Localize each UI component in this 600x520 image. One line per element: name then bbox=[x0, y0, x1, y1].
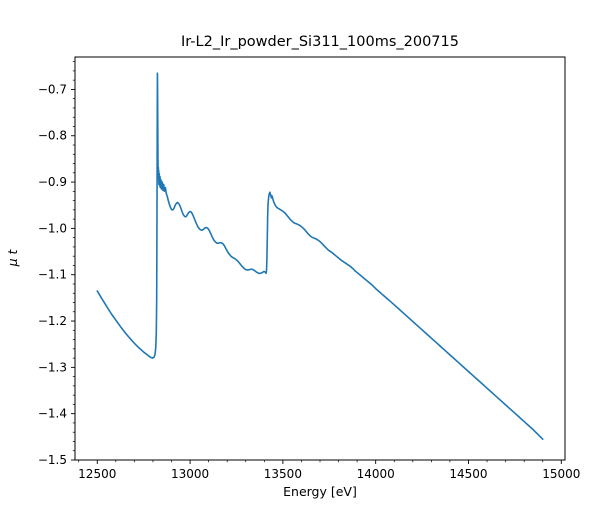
major-ticks bbox=[71, 88, 562, 464]
y-tick-label: −0.8 bbox=[38, 129, 67, 143]
plot-border bbox=[74, 56, 566, 461]
minor-ticks bbox=[72, 61, 544, 463]
y-tick-label: −1.1 bbox=[38, 268, 67, 282]
tick-labels: 12500 13000 13500 14000 14500 15000 −0.7 −0.8 −0… bbox=[38, 82, 581, 481]
chart-title: Ir-L2_Ir_powder_Si311_100ms_200715 bbox=[181, 34, 459, 50]
x-axis-label: Energy [eV] bbox=[283, 484, 357, 499]
y-tick-label: −0.9 bbox=[38, 175, 67, 189]
x-tick-label: 13000 bbox=[171, 467, 209, 481]
x-tick-label: 15000 bbox=[542, 467, 580, 481]
x-tick-label: 12500 bbox=[78, 467, 116, 481]
y-tick-label: −1.3 bbox=[38, 360, 67, 374]
y-axis-label: μ t bbox=[5, 248, 20, 267]
y-tick-label: −1.5 bbox=[38, 453, 67, 467]
y-tick-label: −1.4 bbox=[38, 407, 67, 421]
spectrum-line bbox=[96, 72, 544, 440]
y-tick-label: −1.0 bbox=[38, 221, 67, 235]
x-tick-label: 14000 bbox=[357, 467, 395, 481]
axes-spines bbox=[74, 56, 566, 461]
x-tick-label: 14500 bbox=[449, 467, 487, 481]
y-tick-label: −1.2 bbox=[38, 314, 67, 328]
x-tick-label: 13500 bbox=[264, 467, 302, 481]
y-tick-label: −0.7 bbox=[38, 82, 67, 96]
data-series bbox=[96, 72, 544, 440]
